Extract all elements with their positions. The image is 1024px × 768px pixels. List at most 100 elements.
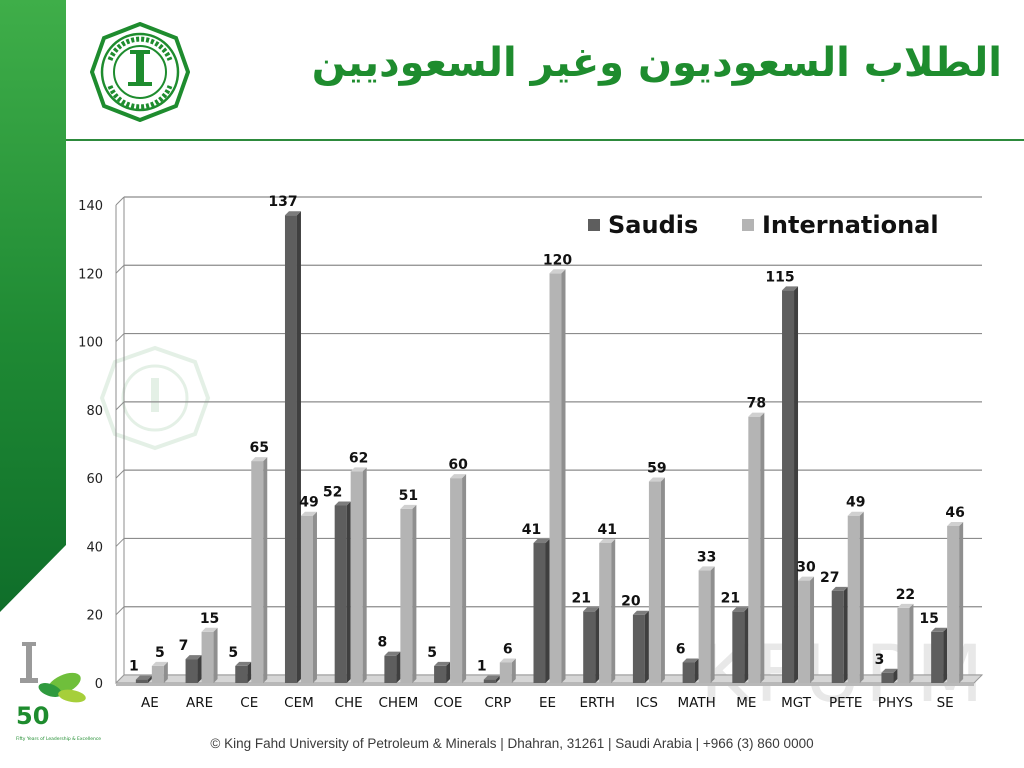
bar-saudis-ee <box>533 543 546 683</box>
bar-saudis-erth <box>583 611 596 683</box>
bar-saudis-phys <box>881 672 894 683</box>
bar-top <box>947 521 964 526</box>
bar-top <box>732 607 749 612</box>
value-label: 15 <box>919 611 938 627</box>
bar-saudis-ae <box>135 679 148 683</box>
bar-international-cem <box>300 515 313 683</box>
chart-floor-edge <box>116 683 974 686</box>
bar-top <box>798 576 815 581</box>
bar-side <box>694 658 699 683</box>
bar-international-pete <box>847 515 860 683</box>
bar-saudis-pete <box>831 590 844 683</box>
bar-international-ee <box>549 273 562 683</box>
legend-swatch-international <box>742 219 754 231</box>
legend-label-saudis: Saudis <box>608 211 698 239</box>
bar-international-chem <box>400 508 413 683</box>
x-tick-label: COE <box>434 695 463 711</box>
x-tick-label: AE <box>141 695 159 711</box>
bar-top <box>251 457 268 462</box>
y-tick-label: 120 <box>78 267 103 282</box>
bar-international-phys <box>897 607 910 683</box>
x-tick-label: EE <box>539 695 556 711</box>
bar-side <box>163 661 168 683</box>
value-label: 3 <box>875 652 885 668</box>
x-tick-label: MGT <box>781 695 812 711</box>
value-label: 60 <box>448 457 468 473</box>
x-tick-label: CRP <box>484 695 511 711</box>
bar-saudis-cem <box>284 215 297 683</box>
x-tick-label: PETE <box>829 695 862 711</box>
value-label: 15 <box>200 611 219 627</box>
bar-top <box>284 211 301 216</box>
bar-top <box>151 661 168 666</box>
gridline-diagonal <box>115 469 125 479</box>
bar-international-me <box>748 416 761 683</box>
bar-side <box>263 457 268 683</box>
y-tick-label: 0 <box>95 677 103 692</box>
x-tick-label: CHEM <box>378 695 418 711</box>
bar-saudis-math <box>682 662 695 683</box>
bar-top <box>599 539 616 544</box>
value-label: 7 <box>179 638 189 654</box>
y-tick-label: 60 <box>86 472 103 487</box>
badge-tagline: Fifty Years of Leadership & Excellence <box>16 736 101 742</box>
bar-top <box>185 655 202 660</box>
legend-label-international: International <box>762 211 939 239</box>
value-label: 1 <box>129 659 139 675</box>
value-label: 5 <box>228 645 238 661</box>
value-label: 21 <box>721 590 740 606</box>
gridline-diagonal <box>115 401 125 411</box>
bar-side <box>197 655 202 683</box>
bar-side <box>296 211 301 683</box>
value-label: 41 <box>597 522 616 538</box>
bar-top <box>748 412 765 417</box>
x-tick-label: CE <box>240 695 258 711</box>
page-title: الطلاب السعوديون وغير السعوديين <box>311 40 1002 86</box>
bar-saudis-ics <box>632 614 645 683</box>
y-tick-label: 100 <box>78 336 103 351</box>
bar-side <box>312 511 317 683</box>
bar-side <box>760 412 765 683</box>
bar-top <box>350 467 367 472</box>
bar-side <box>959 521 964 683</box>
x-tick-label: SE <box>937 695 954 711</box>
x-tick-label: MATH <box>678 695 716 711</box>
bar-side <box>412 504 417 683</box>
chart-bars <box>135 211 964 683</box>
bar-top <box>201 627 218 632</box>
bar-top <box>549 269 566 274</box>
kfupm-seal-icon <box>90 22 190 122</box>
value-label: 51 <box>399 488 418 504</box>
bar-international-mgt <box>798 580 811 683</box>
value-label: 49 <box>846 495 865 511</box>
x-tick-label: ME <box>736 695 756 711</box>
value-label: 6 <box>503 642 513 658</box>
bar-international-ics <box>648 481 661 683</box>
value-label: 115 <box>765 269 794 285</box>
bar-side <box>247 661 252 683</box>
value-label: 5 <box>427 645 437 661</box>
y-tick-label: 40 <box>86 540 103 555</box>
y-tick-label: 80 <box>86 404 103 419</box>
bar-top <box>334 501 351 506</box>
bar-top <box>831 586 848 591</box>
y-tick-label: 20 <box>86 609 103 624</box>
bar-side <box>843 586 848 683</box>
gridline-diagonal <box>115 333 125 342</box>
bar-side <box>495 675 500 683</box>
bar-top <box>400 504 417 509</box>
bar-side <box>710 566 715 683</box>
value-label: 65 <box>250 440 269 456</box>
fifty-years-badge-icon: 50 Fifty Years of Leadership & Excellenc… <box>16 642 101 742</box>
bar-international-se <box>947 525 960 683</box>
y-tick-label: 140 <box>78 199 103 214</box>
bar-side <box>909 603 914 683</box>
bar-side <box>744 607 749 683</box>
bar-saudis-chem <box>384 655 397 683</box>
bar-side <box>810 576 815 683</box>
bar-top <box>434 661 451 666</box>
watermark-seal-icon <box>99 345 211 451</box>
bar-saudis-che <box>334 505 347 683</box>
bar-top <box>499 658 516 663</box>
